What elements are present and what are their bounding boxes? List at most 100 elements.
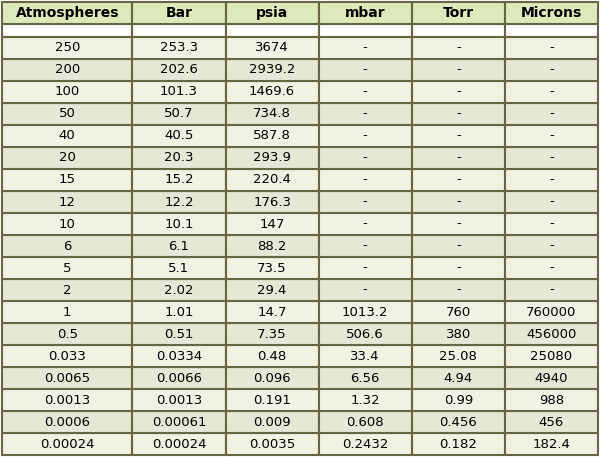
Bar: [2, 169, 133, 191]
Text: -: -: [549, 239, 554, 253]
Bar: [226, 81, 319, 103]
Text: 0.00024: 0.00024: [40, 437, 94, 451]
Bar: [226, 169, 319, 191]
Bar: [226, 279, 319, 301]
Text: -: -: [549, 174, 554, 186]
Text: 988: 988: [539, 393, 564, 406]
Bar: [2, 147, 133, 169]
Bar: [2, 411, 133, 433]
Text: -: -: [549, 107, 554, 121]
Bar: [2, 323, 133, 345]
Text: 3674: 3674: [255, 42, 289, 54]
Bar: [319, 103, 412, 125]
Bar: [226, 235, 319, 257]
Text: 0.0334: 0.0334: [156, 350, 202, 362]
Text: 0.009: 0.009: [253, 415, 291, 429]
Text: 760: 760: [446, 305, 471, 319]
Text: 10: 10: [59, 218, 76, 230]
Bar: [133, 37, 226, 59]
Bar: [412, 301, 505, 323]
Text: 760000: 760000: [526, 305, 577, 319]
Text: 182.4: 182.4: [533, 437, 571, 451]
Bar: [133, 147, 226, 169]
Text: 0.51: 0.51: [164, 328, 194, 340]
Bar: [226, 37, 319, 59]
Text: psia: psia: [256, 6, 288, 20]
Text: 0.0035: 0.0035: [249, 437, 295, 451]
Bar: [319, 59, 412, 81]
Bar: [412, 37, 505, 59]
Bar: [412, 191, 505, 213]
Text: 20.3: 20.3: [164, 152, 194, 165]
Bar: [226, 103, 319, 125]
Text: 4.94: 4.94: [443, 372, 473, 384]
Bar: [319, 37, 412, 59]
Bar: [505, 345, 598, 367]
Text: 15: 15: [59, 174, 76, 186]
Text: 25080: 25080: [530, 350, 572, 362]
Bar: [226, 2, 319, 24]
Bar: [505, 37, 598, 59]
Bar: [2, 367, 133, 389]
Text: -: -: [549, 42, 554, 54]
Bar: [133, 24, 226, 37]
Text: 0.2432: 0.2432: [342, 437, 388, 451]
Bar: [505, 235, 598, 257]
Text: -: -: [549, 218, 554, 230]
Bar: [2, 81, 133, 103]
Bar: [505, 367, 598, 389]
Bar: [226, 433, 319, 455]
Bar: [133, 2, 226, 24]
Text: -: -: [549, 196, 554, 208]
Bar: [505, 301, 598, 323]
Bar: [412, 433, 505, 455]
Bar: [319, 191, 412, 213]
Bar: [505, 81, 598, 103]
Text: 12: 12: [59, 196, 76, 208]
Text: 147: 147: [259, 218, 285, 230]
Bar: [2, 213, 133, 235]
Bar: [133, 433, 226, 455]
Text: 0.0006: 0.0006: [44, 415, 90, 429]
Bar: [2, 191, 133, 213]
Bar: [319, 24, 412, 37]
Text: -: -: [456, 261, 461, 275]
Bar: [412, 24, 505, 37]
Text: -: -: [456, 218, 461, 230]
Bar: [2, 433, 133, 455]
Text: 380: 380: [446, 328, 471, 340]
Text: 0.191: 0.191: [253, 393, 291, 406]
Bar: [505, 2, 598, 24]
Text: 0.0066: 0.0066: [156, 372, 202, 384]
Bar: [2, 235, 133, 257]
Text: -: -: [456, 129, 461, 143]
Text: 6: 6: [63, 239, 71, 253]
Text: 0.99: 0.99: [443, 393, 473, 406]
Bar: [226, 191, 319, 213]
Bar: [133, 389, 226, 411]
Text: 0.182: 0.182: [439, 437, 477, 451]
Text: 456000: 456000: [526, 328, 577, 340]
Text: 1.32: 1.32: [350, 393, 380, 406]
Bar: [226, 389, 319, 411]
Bar: [226, 367, 319, 389]
Bar: [319, 81, 412, 103]
Bar: [226, 411, 319, 433]
Bar: [133, 59, 226, 81]
Text: 4940: 4940: [535, 372, 568, 384]
Text: 25.08: 25.08: [439, 350, 477, 362]
Bar: [133, 125, 226, 147]
Text: 1.01: 1.01: [164, 305, 194, 319]
Bar: [2, 125, 133, 147]
Text: -: -: [363, 218, 368, 230]
Text: 0.00061: 0.00061: [152, 415, 206, 429]
Text: 202.6: 202.6: [160, 64, 198, 76]
Bar: [319, 125, 412, 147]
Bar: [412, 323, 505, 345]
Bar: [505, 411, 598, 433]
Bar: [2, 37, 133, 59]
Text: 2: 2: [63, 283, 71, 297]
Bar: [319, 279, 412, 301]
Text: 734.8: 734.8: [253, 107, 291, 121]
Bar: [133, 235, 226, 257]
